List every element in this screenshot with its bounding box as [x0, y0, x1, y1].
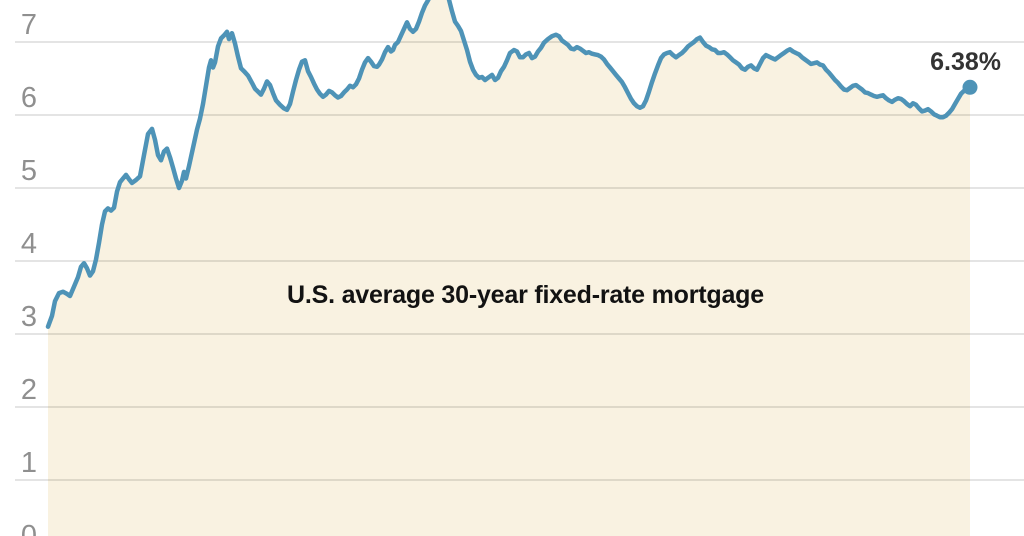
y-axis-tick-label: 2	[20, 374, 37, 406]
rate-line	[45, 0, 973, 329]
y-axis-tick-label: 0	[20, 520, 37, 536]
end-point-dot	[962, 79, 978, 95]
y-axis-tick-label: 4	[20, 228, 37, 260]
y-axis-tick-label: 5	[20, 155, 37, 187]
gridlines	[15, 41, 1024, 481]
y-axis-tick-label: 1	[20, 447, 37, 479]
y-axis-tick-label: 3	[20, 301, 37, 333]
end-value-label: 6.38%	[930, 48, 1001, 76]
chart-title: U.S. average 30-year fixed-rate mortgage	[287, 281, 764, 309]
area-fill	[48, 0, 970, 536]
y-axis-tick-label: 6	[20, 82, 37, 114]
y-axis-tick-label: 7	[20, 9, 37, 41]
